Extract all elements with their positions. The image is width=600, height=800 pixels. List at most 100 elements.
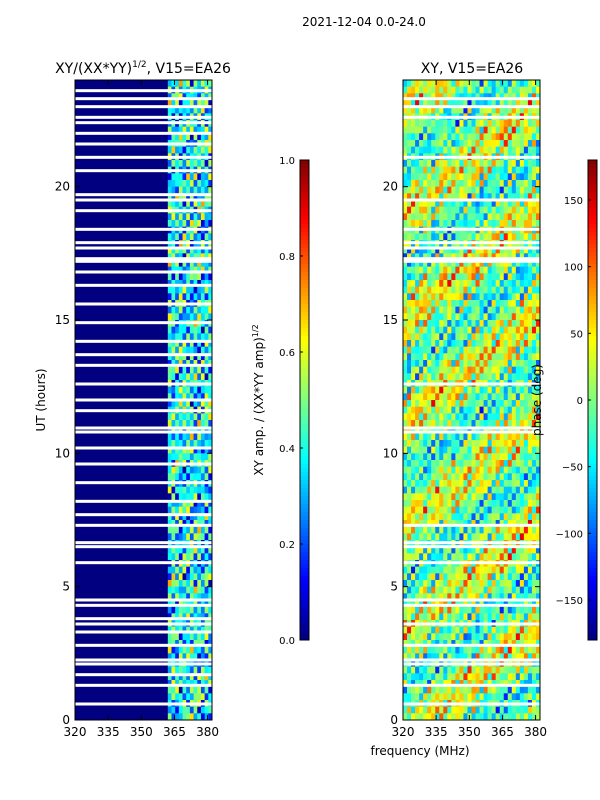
heatmap-cell [175,246,180,254]
colorbar-tick-label: −50 [562,463,583,474]
heatmap-cell [507,713,513,721]
heatmap-cell [193,420,198,427]
heatmap-cell [182,393,187,401]
heatmap-cell [175,346,180,354]
heatmap-cell [411,146,416,154]
heatmap-cell [407,186,412,194]
heatmap-cell [531,260,537,267]
heatmap-cell [531,613,537,621]
heatmap-cell [175,400,180,407]
heatmap-cell [515,533,521,541]
heatmap-cell [471,420,476,427]
heatmap-cell [407,140,412,147]
heatmap-cell [411,386,416,394]
heatmap-cell [171,520,176,527]
colorbar-tick-label: 0.2 [279,540,295,551]
heatmap-cell [427,646,432,654]
heatmap-cell [495,593,501,601]
heatmap-cell [171,366,176,374]
heatmap-cell [503,513,509,521]
heatmap-cell [459,566,464,574]
heatmap-cell [451,206,456,214]
heatmap-cell [419,200,424,207]
heatmap-cell [435,80,440,87]
heatmap-cell [535,426,541,434]
heatmap-cell [435,480,440,487]
heatmap-cell [535,180,541,187]
heatmap-cell [503,180,509,187]
heatmap-cell [527,126,533,134]
heatmap-cell [175,706,180,714]
heatmap-cell [189,220,194,227]
heatmap-cell [475,446,480,454]
heatmap-cell [463,606,468,614]
colorbar-tick-label: 50 [570,329,583,340]
heatmap-cell [455,580,460,587]
heatmap-cell [535,680,541,687]
heatmap-cell [475,100,480,107]
heatmap-cell [479,246,484,254]
heatmap-cell [463,366,468,374]
heatmap-cell [519,133,525,141]
heatmap-cell [435,686,440,694]
colorbar-segment [588,596,597,601]
heatmap-cell [467,580,472,587]
heatmap-cell [178,426,183,434]
heatmap-cell [197,393,202,401]
heatmap-cell [527,100,533,107]
heatmap-cell [411,573,416,581]
heatmap-cell [427,586,432,594]
heatmap-cell [459,680,464,687]
heatmap-cell [447,346,452,354]
heatmap-cell [483,473,488,481]
heatmap-cell [431,706,436,714]
heatmap-cell [531,453,537,461]
heatmap-cell [503,86,509,94]
heatmap-cell [519,300,525,307]
heatmap-cell [451,246,456,254]
heatmap-cell [411,420,416,427]
heatmap-cell [463,333,468,341]
heatmap-cell [427,246,432,254]
heatmap-cell [491,213,496,221]
heatmap-cell [471,546,476,554]
heatmap-cell [447,566,452,574]
heatmap-cell [423,173,428,181]
heatmap-cell [403,353,408,361]
heatmap-cell [511,213,517,221]
heatmap-cell [189,333,194,341]
heatmap-cell [491,473,496,481]
heatmap-cell [507,186,513,194]
heatmap-cell [471,173,476,181]
heatmap-cell [519,140,525,147]
heatmap-cell [407,593,412,601]
heatmap-cell [193,613,198,621]
heatmap-cell [435,406,440,414]
heatmap-cell [507,600,513,607]
heatmap-cell [527,526,533,534]
heatmap-cell [511,186,517,194]
amplitude-colorbar-label: XY amp. / (XX*YY amp)1/2 [251,324,266,475]
heatmap-cell [451,86,456,94]
heatmap-cell [197,520,202,527]
heatmap-cell [175,520,180,527]
heatmap-cell [407,80,412,87]
heatmap-cell [431,253,436,261]
heatmap-cell [171,473,176,481]
heatmap-cell [467,666,472,674]
heatmap-cell [178,500,183,507]
heatmap-cell [208,246,213,254]
heatmap-cell [507,553,513,561]
heatmap-cell [515,420,521,427]
heatmap-cell [491,193,496,201]
heatmap-cell [193,346,198,354]
heatmap-cell [403,366,408,374]
heatmap-cell [175,393,180,401]
heatmap-cell [411,280,416,287]
heatmap-cell [193,686,198,694]
heatmap-cell [475,626,480,634]
heatmap-cell [182,446,187,454]
colorbar-segment [300,168,309,173]
heatmap-cell [419,233,424,241]
heatmap-cell [415,486,420,494]
